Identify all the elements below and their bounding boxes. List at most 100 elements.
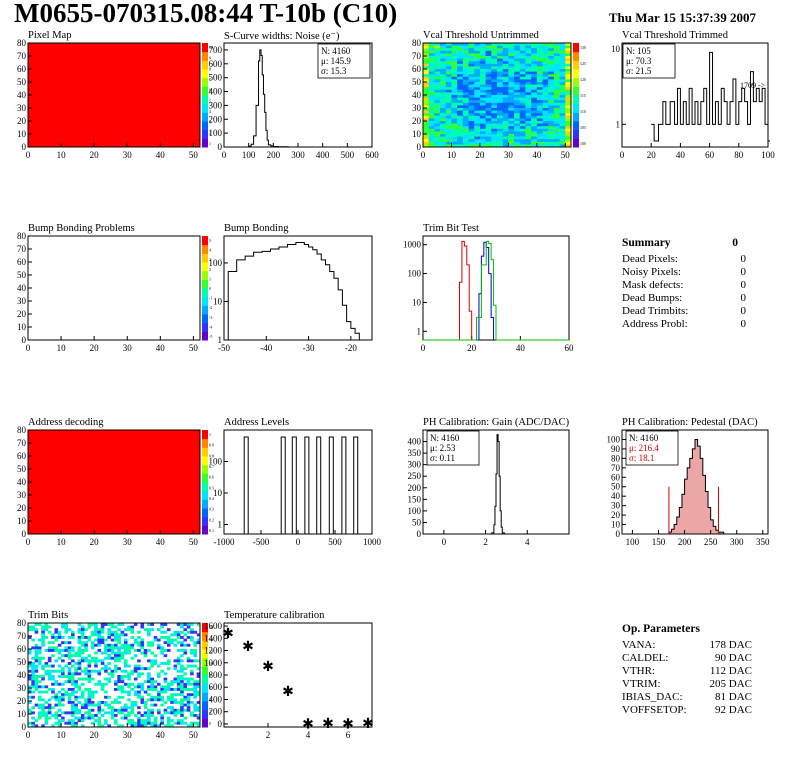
heatmap-cell bbox=[80, 633, 85, 637]
heatmap-cell bbox=[491, 82, 498, 85]
info-row: VTHR: 112 DAC bbox=[622, 665, 752, 678]
heatmap-cell bbox=[542, 82, 549, 85]
heatmap-cell bbox=[536, 56, 543, 59]
heatmap-cell bbox=[147, 688, 151, 691]
heatmap-cell bbox=[457, 61, 464, 65]
heatmap-cell bbox=[37, 623, 42, 626]
heatmap-cell bbox=[157, 724, 161, 728]
heatmap-cell bbox=[559, 110, 566, 114]
heatmap-cell bbox=[497, 79, 504, 83]
heatmap-cell bbox=[41, 698, 45, 702]
heatmap-cell bbox=[468, 128, 475, 132]
heatmap-cell bbox=[542, 134, 549, 137]
heatmap-cell bbox=[71, 630, 75, 634]
peak-bar bbox=[341, 436, 347, 534]
info-label: Noisy Pixels: bbox=[622, 266, 681, 278]
heatmap-cell bbox=[137, 667, 141, 671]
heatmap-cell bbox=[180, 669, 184, 673]
heatmap-cell bbox=[491, 43, 498, 46]
heatmap-cell bbox=[468, 45, 475, 49]
heatmap-cell bbox=[548, 69, 555, 72]
heatmap-cell bbox=[423, 84, 430, 88]
heatmap-cell bbox=[559, 69, 566, 72]
heatmap-cell bbox=[44, 625, 49, 629]
x-tick-label: 30 bbox=[123, 537, 133, 547]
heatmap-cell bbox=[445, 56, 452, 59]
heatmap-cell bbox=[160, 669, 164, 673]
heatmap-cell bbox=[166, 643, 171, 647]
heatmap-cell bbox=[123, 706, 128, 710]
heatmap-cell bbox=[457, 131, 464, 135]
heatmap-cell bbox=[190, 701, 194, 704]
heatmap-cell bbox=[445, 95, 452, 98]
heatmap-cell bbox=[97, 708, 102, 712]
y-tick-label: 500 bbox=[209, 73, 223, 83]
heatmap-cell bbox=[474, 87, 481, 91]
heatmap-cell bbox=[67, 656, 72, 660]
heatmap-cell bbox=[536, 131, 543, 135]
heatmap-cell bbox=[519, 118, 526, 122]
y-tick-label: 100 bbox=[607, 434, 621, 444]
heatmap-cell bbox=[196, 701, 201, 704]
x-tick-label: 40 bbox=[156, 730, 166, 740]
colorbar-cell bbox=[202, 305, 208, 315]
stats-box bbox=[317, 43, 371, 79]
heatmap-cell bbox=[508, 115, 515, 119]
heatmap-cell bbox=[193, 703, 197, 707]
heatmap-cell bbox=[163, 649, 168, 652]
heatmap-cell bbox=[64, 630, 68, 634]
heatmap-cell bbox=[502, 92, 509, 96]
heatmap-cell bbox=[485, 115, 492, 119]
heatmap-cell bbox=[462, 123, 469, 127]
heatmap-cell bbox=[90, 708, 95, 712]
heatmap-cell bbox=[133, 667, 138, 671]
heatmap-cell bbox=[143, 649, 148, 652]
heatmap-cell bbox=[434, 134, 441, 137]
heatmap-cell bbox=[491, 71, 498, 75]
info-row: Dead Bumps: 0 bbox=[622, 292, 746, 305]
heatmap-cell bbox=[150, 714, 154, 717]
heatmap-cell bbox=[100, 667, 105, 671]
heatmap-cell bbox=[531, 126, 538, 130]
heatmap-cell bbox=[531, 58, 538, 62]
heatmap-cell bbox=[525, 74, 532, 78]
heatmap-cell bbox=[434, 48, 441, 52]
colorbar-tick-label: 4 bbox=[209, 248, 211, 253]
heatmap-cell bbox=[157, 695, 161, 699]
y-tick-label: 0 bbox=[417, 529, 422, 539]
heatmap-cell bbox=[163, 677, 168, 681]
heatmap-cell bbox=[183, 682, 188, 686]
heatmap-cell bbox=[457, 43, 464, 46]
heatmap-cell bbox=[531, 89, 538, 93]
heatmap-cell bbox=[41, 706, 45, 710]
heatmap-cell bbox=[143, 719, 148, 723]
heatmap-cell bbox=[87, 714, 92, 717]
heatmap-cell bbox=[157, 628, 161, 632]
heatmap-cell bbox=[548, 43, 555, 46]
heatmap-cell bbox=[51, 724, 55, 728]
heatmap-cell bbox=[519, 115, 526, 119]
heatmap-cell bbox=[457, 79, 464, 83]
heatmap-cell bbox=[434, 108, 441, 111]
heatmap-cell bbox=[80, 677, 85, 681]
heatmap-cell bbox=[180, 719, 184, 723]
heatmap-cell bbox=[176, 701, 181, 704]
x-tick-label: -1000 bbox=[214, 537, 235, 547]
heatmap-cell bbox=[497, 45, 504, 49]
heatmap-cell bbox=[127, 682, 131, 686]
heatmap-cell bbox=[542, 63, 549, 67]
heatmap-cell bbox=[440, 63, 447, 67]
heatmap-cell bbox=[491, 123, 498, 127]
heatmap-cell bbox=[525, 141, 532, 145]
heatmap-cell bbox=[536, 144, 543, 148]
heatmap-cell bbox=[559, 105, 566, 109]
x-tick-label: 0 bbox=[620, 150, 625, 160]
heatmap-cell bbox=[176, 693, 181, 697]
heatmap-cell bbox=[519, 76, 526, 80]
heatmap-cell bbox=[548, 121, 555, 124]
y-tick-label: 70 bbox=[17, 631, 27, 641]
heatmap-cell bbox=[553, 126, 561, 130]
heatmap-cell bbox=[497, 43, 504, 46]
heatmap-cell bbox=[120, 677, 125, 681]
heatmap-cell bbox=[104, 649, 108, 652]
